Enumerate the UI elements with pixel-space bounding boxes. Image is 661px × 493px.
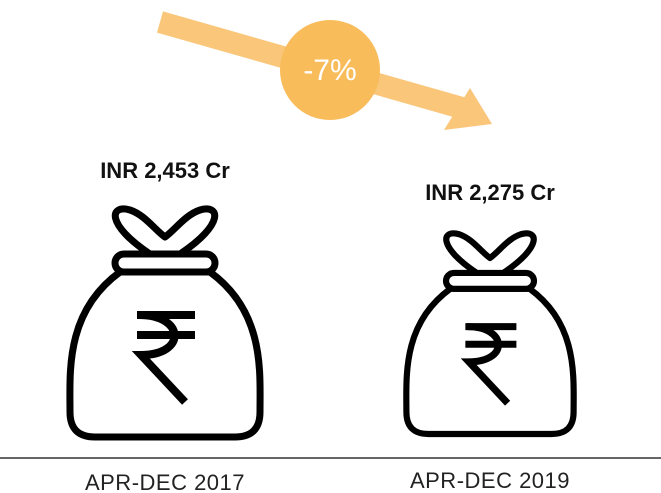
money-bag	[70, 209, 260, 437]
trend-arrow: -7%	[156, 11, 492, 130]
money-bag	[406, 233, 573, 434]
period-label: APR-DEC 2019	[410, 468, 570, 493]
change-label: -7%	[303, 54, 356, 87]
value-label: INR 2,275 Cr	[425, 180, 555, 205]
period-label: APR-DEC 2017	[85, 470, 245, 493]
value-label: INR 2,453 Cr	[100, 158, 230, 183]
